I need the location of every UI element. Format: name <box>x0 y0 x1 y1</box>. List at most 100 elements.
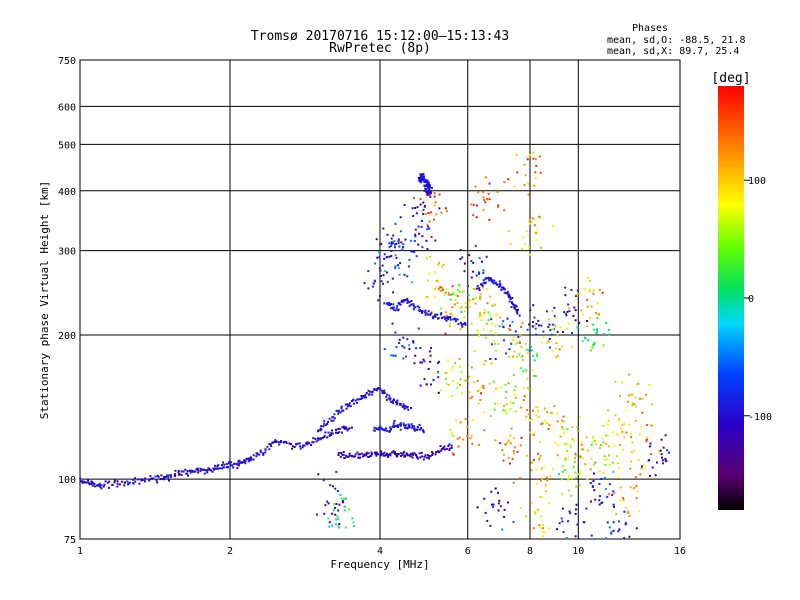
scatter-point <box>555 342 558 345</box>
scatter-point <box>472 270 475 273</box>
scatter-point <box>488 218 491 221</box>
scatter-point <box>565 312 568 315</box>
scatter-point <box>514 385 517 388</box>
scatter-point <box>399 423 402 426</box>
scatter-point <box>441 447 444 450</box>
scatter-point <box>633 403 636 406</box>
scatter-point <box>569 445 572 448</box>
scatter-point <box>484 336 487 339</box>
scatter-point <box>561 465 564 468</box>
scatter-point <box>383 302 386 305</box>
scatter-point <box>515 308 518 311</box>
scatter-point <box>589 468 592 471</box>
scatter-point <box>409 454 412 457</box>
scatter-point <box>395 453 398 456</box>
scatter-point <box>345 407 348 410</box>
scatter-point <box>391 322 394 325</box>
scatter-point <box>598 289 601 291</box>
scatter-point <box>516 312 519 315</box>
scatter-point <box>500 286 503 289</box>
scatter-point <box>144 477 147 480</box>
scatter-point <box>436 313 439 316</box>
scatter-point <box>499 505 502 508</box>
scatter-point <box>435 451 438 454</box>
scatter-point <box>514 304 517 307</box>
scatter-point <box>534 511 536 514</box>
scatter-point <box>317 439 320 442</box>
scatter-point <box>385 452 388 455</box>
scatter-point <box>527 349 530 352</box>
scatter-point <box>576 523 579 526</box>
scatter-point <box>459 378 462 381</box>
scatter-point <box>338 427 341 430</box>
scatter-point <box>651 466 654 469</box>
scatter-point <box>483 497 486 500</box>
scatter-point <box>529 309 532 311</box>
scatter-point <box>452 318 455 321</box>
scatter-point <box>203 468 206 471</box>
scatter-point <box>480 319 483 322</box>
scatter-point <box>584 463 587 466</box>
scatter-point <box>397 264 400 267</box>
scatter-point <box>393 420 396 422</box>
phase-stats-x: mean, sd,X: 89.7, 25.4 <box>607 46 739 57</box>
scatter-point <box>412 303 415 306</box>
y-tick-label: 75 <box>64 535 76 546</box>
scatter-point <box>635 485 638 488</box>
scatter-point <box>570 494 573 497</box>
scatter-point <box>312 437 315 440</box>
scatter-point <box>578 473 580 476</box>
scatter-point <box>331 432 334 435</box>
scatter-point <box>518 314 521 317</box>
scatter-point <box>244 462 247 465</box>
scatter-point <box>628 373 631 376</box>
scatter-point <box>527 193 530 196</box>
scatter-point <box>365 392 368 395</box>
scatter-point <box>520 436 523 439</box>
scatter-point <box>503 181 506 184</box>
scatter-point <box>498 325 501 328</box>
scatter-point <box>398 338 401 341</box>
scatter-point <box>386 456 389 458</box>
scatter-point <box>581 340 584 343</box>
scatter-point <box>421 310 423 313</box>
scatter-point <box>364 454 367 457</box>
scatter-point <box>535 322 538 325</box>
scatter-point <box>388 246 391 249</box>
scatter-point <box>227 462 230 465</box>
scatter-point <box>562 531 565 534</box>
scatter-point <box>581 313 584 316</box>
scatter-point <box>613 445 616 448</box>
scatter-point <box>456 437 459 440</box>
scatter-point <box>562 431 565 434</box>
scatter-point <box>590 443 593 446</box>
scatter-point <box>502 409 505 412</box>
scatter-point <box>399 422 402 425</box>
scatter-point <box>402 403 405 406</box>
scatter-point <box>592 480 595 482</box>
scatter-point <box>412 340 415 343</box>
scatter-point <box>394 265 397 268</box>
scatter-point <box>507 327 510 330</box>
scatter-point <box>603 333 606 335</box>
scatter-point <box>532 304 535 307</box>
scatter-point <box>535 508 538 511</box>
scatter-point <box>542 466 545 469</box>
scatter-point <box>410 239 412 242</box>
scatter-point <box>527 388 530 391</box>
scatter-point <box>482 411 485 414</box>
scatter-point <box>506 441 509 443</box>
scatter-point <box>118 483 121 486</box>
scatter-point <box>598 447 601 450</box>
scatter-point <box>375 238 378 241</box>
scatter-point <box>427 279 430 282</box>
scatter-point <box>558 522 561 525</box>
scatter-point <box>149 475 152 478</box>
scatter-point <box>425 190 427 193</box>
scatter-point <box>499 284 502 287</box>
y-tick-label: 500 <box>58 140 76 151</box>
scatter-point <box>607 328 610 331</box>
scatter-point <box>489 415 492 418</box>
scatter-point <box>376 256 379 259</box>
scatter-point <box>538 459 541 462</box>
